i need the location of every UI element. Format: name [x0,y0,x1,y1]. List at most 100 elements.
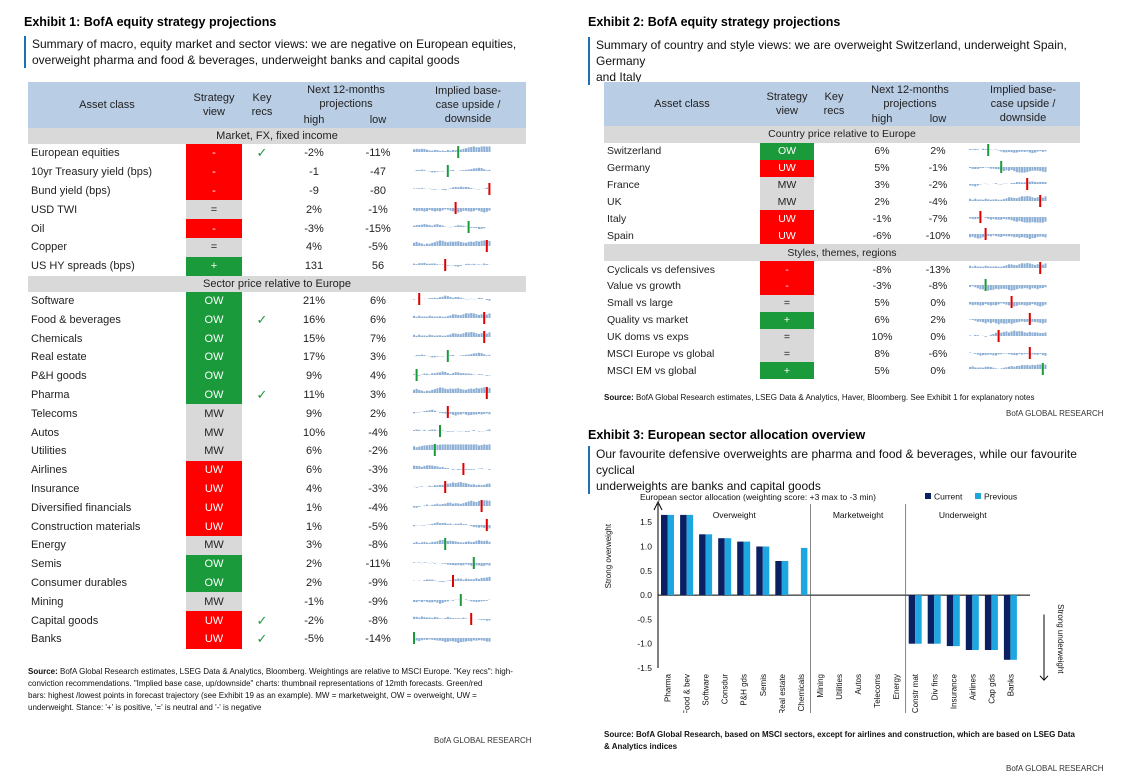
bar-previous [953,595,960,647]
projection-low: -8% [368,539,388,552]
x-tick-label: Autos [854,674,863,694]
key-rec-check [242,442,282,461]
projection-low: -47 [370,166,386,179]
strategy-view-badge: OW [186,347,242,367]
implied-sparkline [966,312,1080,329]
strategy-view-badge: - [760,261,814,279]
projection-high: 6% [306,464,322,477]
header-implied: Implied base-case upside / downside [410,82,526,128]
strategy-view-badge: OW [186,573,242,593]
group-label: Overweight [713,510,757,520]
exhibit1-title: Exhibit 1: BofA equity strategy projecti… [24,15,277,29]
bar-current [756,546,763,596]
table-row: Construction materials UW 1% -5% [28,517,526,536]
header-high: high [282,111,346,128]
table-row: UK MW 2% -4% [604,193,1080,211]
exhibit2-subtitle: Summary of country and style views: we a… [588,37,1116,85]
y-label-overweight: Strong overweight [604,523,613,588]
projection-low: -8% [368,614,388,627]
bar-previous [991,595,998,650]
strategy-view-badge: = [760,294,814,312]
projection-high: -6% [872,229,892,242]
exhibit2-header-next: Next 12-months projections [854,82,966,112]
projection-high: -5% [304,633,324,646]
table-row: France MW 3% -2% [604,176,1080,194]
bar-current [737,541,744,596]
key-rec-check [242,238,282,257]
projection-low: 2% [930,314,946,327]
asset-name: US HY spreads (bps) [31,260,135,273]
strategy-view-badge: UW [760,227,814,245]
asset-name: Autos [31,426,60,439]
table-row: Cyclicals vs defensives - -8% -13% [604,261,1080,279]
implied-sparkline [410,611,526,630]
strategy-view-badge: OW [186,554,242,574]
implied-sparkline [410,238,526,257]
asset-name: Banks [31,633,62,646]
implied-sparkline [410,144,526,163]
asset-name: Pharma [31,388,70,401]
bar-previous [686,514,694,596]
key-rec-check [242,257,282,276]
asset-name: Mining [31,595,64,608]
table-row: Utilities MW 6% -2% [28,441,526,461]
exhibit2-header-high: high [854,111,910,126]
x-tick-label: Real estate [778,673,787,713]
y-tick-label: -1.0 [637,639,652,649]
chart-title: European sector allocation (weighting sc… [640,492,876,502]
group-label: Marketweight [833,510,884,520]
key-rec-check [814,346,854,363]
exhibit2-table: Asset class Strategy view Key recs Next 12… [604,82,1080,380]
x-tick-label: Software [702,673,711,705]
strategy-view-badge: = [186,237,242,257]
exhibit2-header-recs: Key recs [814,82,854,126]
implied-sparkline [966,177,1080,194]
table-row: Real estate OW 17% 3% [28,347,526,367]
key-rec-check [242,292,282,311]
x-tick-label: Div fins [930,674,939,700]
strategy-view-badge: = [760,328,814,346]
projection-low: 6% [370,294,386,307]
exhibit1-subtitle-line1: Summary of macro, equity market and sect… [32,37,517,51]
projection-high: 5% [874,162,890,175]
bar-current [927,595,935,644]
projection-low: -4% [368,501,388,514]
strategy-view-badge: - [186,162,242,182]
projection-high: 9% [306,407,322,420]
projection-high: 9% [306,370,322,383]
implied-sparkline [410,517,526,536]
table-row: Italy UW -1% -7% [604,210,1080,228]
asset-name: UK doms vs exps [607,331,689,344]
key-rec-check [242,182,282,201]
bar-previous [934,595,941,644]
implied-sparkline [966,143,1080,160]
x-tick-label: Mining [816,674,825,698]
key-rec-check [814,160,854,177]
x-tick-label: Cap gds [987,674,996,704]
projection-high: 5% [874,364,890,377]
projection-high: 5% [874,297,890,310]
asset-name: Food & beverages [31,313,121,326]
table-row: Autos MW 10% -4% [28,423,526,442]
strategy-view-badge: OW [186,385,242,405]
table-row: Semis OW 2% -11% [28,554,526,574]
projection-high: -2% [304,614,324,627]
exhibit2-header-implied: Implied base-case upside / downside [966,82,1080,126]
strategy-view-badge: OW [186,366,242,386]
bar-current [908,595,916,644]
strategy-view-badge: = [186,200,242,220]
x-tick-label: Constr mat [911,673,920,713]
key-rec-check [242,219,282,238]
table-row: USD TWI = 2% -1% [28,200,526,220]
projection-high: 2% [306,203,322,216]
projection-high: 2% [874,196,890,208]
projection-low: -5% [368,520,388,533]
table-row: Chemicals OW 15% 7% [28,329,526,348]
projection-high: -9 [309,184,319,197]
projection-high: 16% [302,313,326,326]
implied-sparkline [410,257,526,276]
strategy-view-badge: MW [186,423,242,442]
bar-current [984,595,992,650]
table-row: P&H goods OW 9% 4% [28,366,526,386]
bar-current [718,538,725,596]
